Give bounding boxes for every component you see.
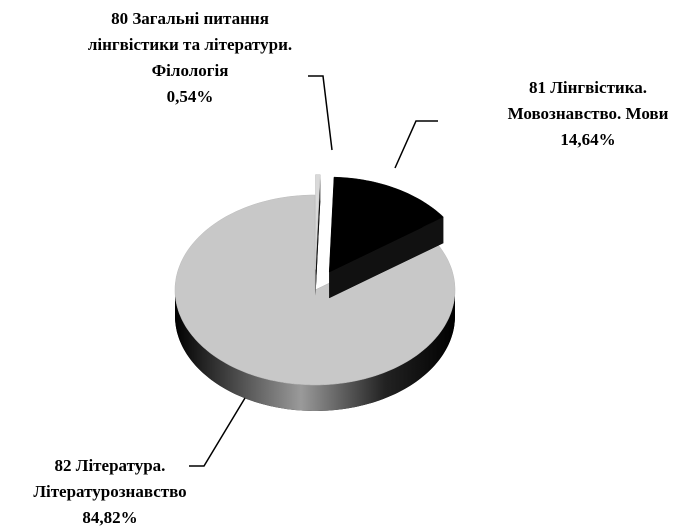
leader-line: [308, 75, 333, 151]
slice-edge: [329, 217, 444, 299]
value-label: 84,82%: [82, 508, 138, 527]
slice-edge: [315, 174, 321, 296]
category-label: 80 Загальні питання лінгвістики та літер…: [87, 9, 293, 80]
leader-line: [189, 397, 246, 467]
slice-label: 81 Лінгвістика. Мовознавство. Мови 14,64…: [482, 75, 694, 153]
category-label: 82 Література. Літературознавство: [33, 456, 187, 501]
slice-side: [175, 290, 455, 411]
leader-line: [394, 120, 438, 169]
category-label: 81 Лінгвістика. Мовознавство. Мови: [507, 78, 669, 123]
slice: [174, 194, 456, 386]
value-label: 14,64%: [560, 130, 616, 149]
slice-label: 82 Література. Літературознавство 84,82%: [10, 453, 210, 528]
slice: [328, 176, 444, 273]
slice: [315, 174, 321, 270]
slice-label: 80 Загальні питання лінгвістики та літер…: [70, 6, 310, 110]
value-label: 0,54%: [166, 87, 214, 106]
